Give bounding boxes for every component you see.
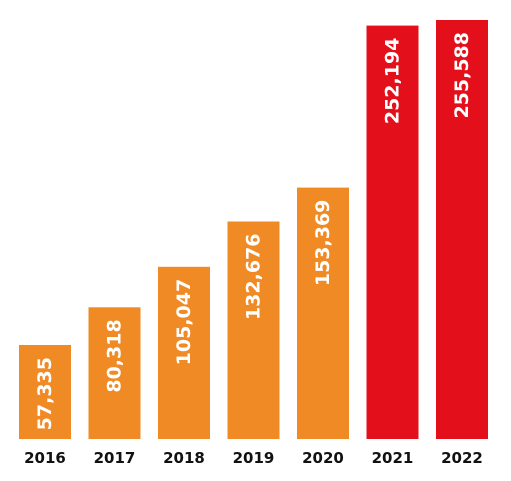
value-labels-group: 57,335 80,318 105,047 132,676 153,369 252,194…	[34, 32, 473, 430]
bar-2021	[366, 25, 419, 439]
bar-2022	[436, 20, 488, 439]
bar-2016	[19, 345, 71, 439]
bar-value-label-2021: 252,194	[382, 38, 404, 125]
bars-group	[19, 20, 488, 439]
bar-value-label-2019: 132,676	[243, 234, 265, 321]
bar-2020	[297, 187, 349, 439]
bar-value-label-2018: 105,047	[173, 279, 195, 366]
bar-2019	[227, 221, 280, 439]
bar-value-label-2017: 80,318	[104, 319, 126, 392]
bar-2017	[88, 307, 141, 439]
x-tick-label-2017: 2017	[94, 449, 136, 467]
bar-value-label-2022: 255,588	[451, 32, 473, 119]
bar-2018	[158, 266, 210, 439]
x-tick-label-2022: 2022	[441, 449, 483, 467]
x-tick-label-2016: 2016	[24, 449, 66, 467]
x-tick-label-2020: 2020	[302, 449, 344, 467]
bar-value-label-2016: 57,335	[34, 357, 56, 430]
x-tick-label-2018: 2018	[163, 449, 205, 467]
x-tick-label-2021: 2021	[372, 449, 414, 467]
x-axis-tick-labels: 2016 2017 2018 2019 2020 2021 2022	[24, 449, 483, 467]
bar-value-label-2020: 153,369	[312, 200, 334, 287]
x-tick-label-2019: 2019	[233, 449, 275, 467]
